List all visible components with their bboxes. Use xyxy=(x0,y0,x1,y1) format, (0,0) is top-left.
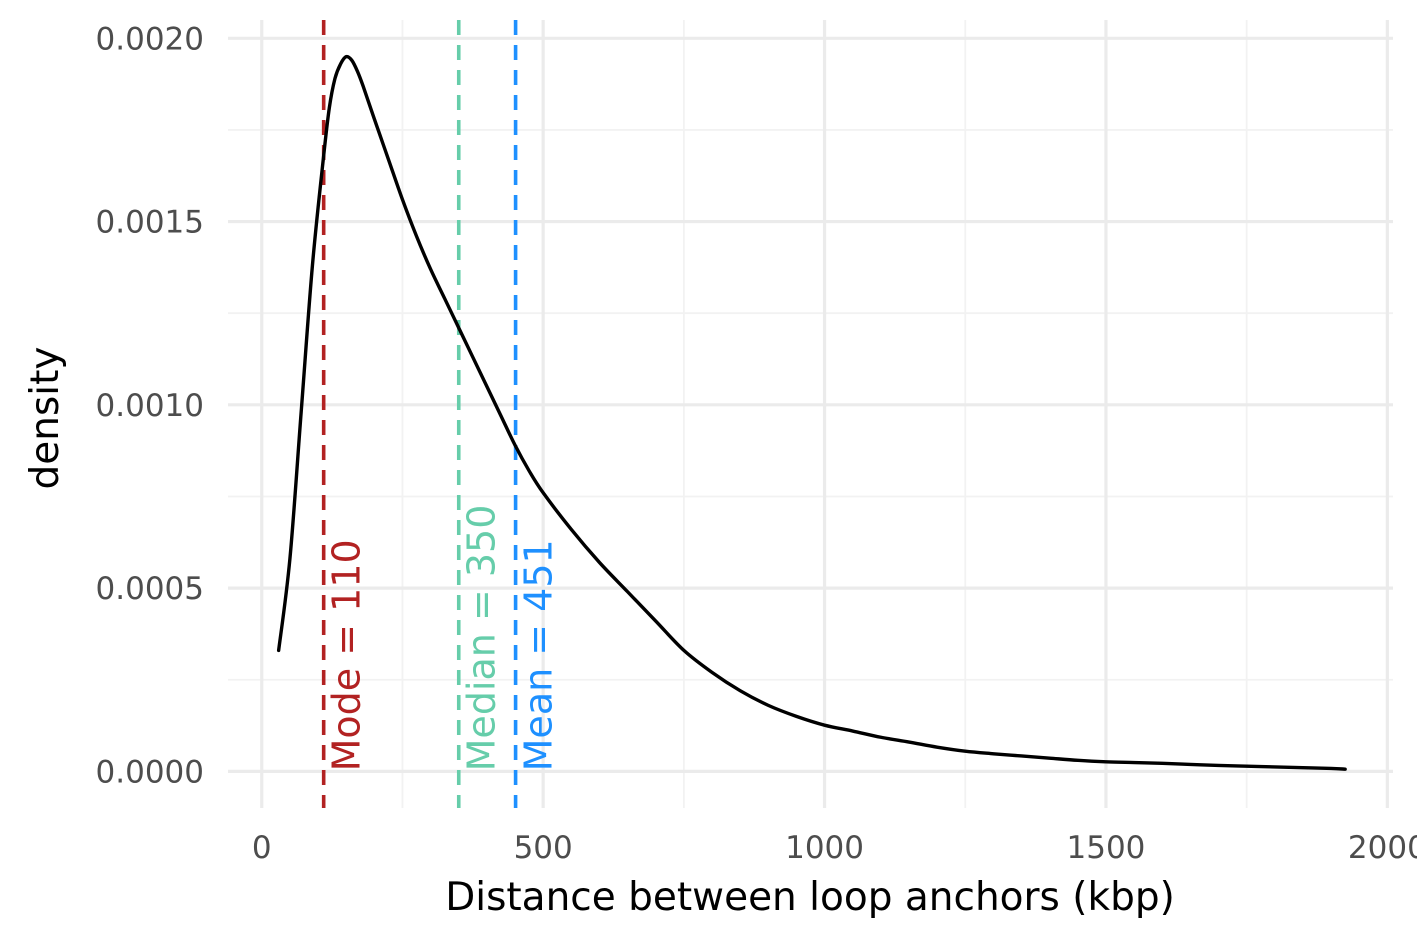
y-tick-label-2: 0.0010 xyxy=(96,388,204,424)
y-tick-label-0: 0.0000 xyxy=(96,754,204,790)
grid xyxy=(228,20,1393,808)
x-axis-tick-labels: 0 500 1000 1500 2000 xyxy=(252,830,1417,866)
y-tick-label-4: 0.0020 xyxy=(96,21,204,57)
x-tick-label-4: 2000 xyxy=(1348,830,1417,866)
reference-label-2: Mean = 451 xyxy=(517,539,561,771)
x-tick-label-2: 1000 xyxy=(785,830,864,866)
reference-label-0: Mode = 110 xyxy=(325,539,369,771)
reference-labels: Mode = 110 Median = 350 Mean = 451 xyxy=(325,505,561,772)
y-tick-label-3: 0.0015 xyxy=(96,205,204,241)
x-axis-title: Distance between loop anchors (kbp) xyxy=(445,875,1175,920)
y-axis-title: density xyxy=(23,347,68,490)
x-tick-label-0: 0 xyxy=(252,830,272,866)
reference-label-1: Median = 350 xyxy=(460,505,504,772)
y-tick-label-1: 0.0005 xyxy=(96,571,204,607)
density-curve xyxy=(276,54,1347,771)
x-tick-label-1: 500 xyxy=(514,830,573,866)
y-axis-tick-labels: 0.0000 0.0005 0.0010 0.0015 0.0020 xyxy=(96,21,204,790)
x-tick-label-3: 1500 xyxy=(1067,830,1146,866)
